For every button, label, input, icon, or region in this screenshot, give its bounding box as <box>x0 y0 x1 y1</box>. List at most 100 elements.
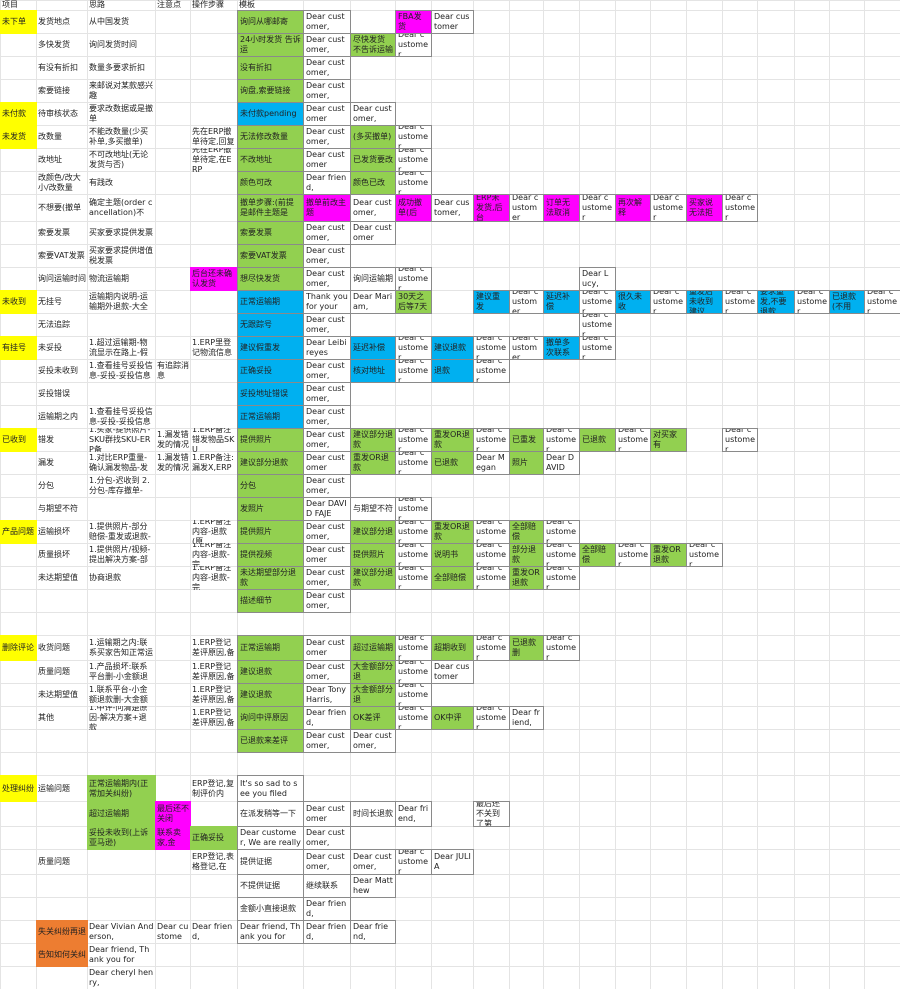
cell: Dear customer <box>473 706 510 730</box>
cell: Dear customer <box>509 336 544 360</box>
cell: 已退款(不用 <box>829 290 865 314</box>
cell: 1.ERP里登记物流信息 <box>192 338 232 357</box>
cell: 1.中评-问清楚原因-解决方案+退款 <box>89 706 148 730</box>
cell: Dear customer <box>686 543 723 567</box>
column-line <box>395 0 396 989</box>
cell: Dear customer <box>395 520 432 544</box>
column-line <box>794 0 795 989</box>
cell: 24小时发货 告诉运 <box>237 33 304 57</box>
cell: 未妥投 <box>38 343 62 352</box>
cell: 妥投地址错误 <box>237 382 304 406</box>
cell: Dear customer <box>395 359 432 383</box>
cell: 颜色可改 <box>237 171 304 195</box>
cell: 尽快发货 不告诉运输 <box>350 33 396 57</box>
cell: Dear friend, <box>303 920 351 944</box>
cell: 建议部分退款 <box>237 451 304 475</box>
cell: Dear customer <box>395 451 432 475</box>
column-header: 操作步骤 <box>192 0 224 9</box>
cell: Dear Megan <box>473 451 510 475</box>
cell: Dear customer, <box>303 313 351 337</box>
cell: 提供照片 <box>237 520 304 544</box>
cell: 有挂号 <box>0 336 37 360</box>
cell: 全部赔偿 <box>431 566 474 590</box>
cell: Dear customer, <box>350 849 396 875</box>
cell: 核对地址 <box>350 359 396 383</box>
cell: 颜色已改 <box>350 171 396 195</box>
cell: Dear customer <box>395 428 432 452</box>
cell: Dear customer, <box>395 660 432 684</box>
cell: Dear customer <box>431 660 474 684</box>
column-line <box>615 0 616 989</box>
cell: 运输问题 <box>38 783 70 793</box>
cell: Dear customer <box>395 706 432 730</box>
row-line <box>0 56 900 57</box>
cell: 分包 <box>38 481 54 490</box>
cell: 确定主题(order cancellation)不 <box>89 198 153 217</box>
cell: 成功撤单(后 <box>395 194 432 222</box>
cell: Dear customer, <box>350 102 396 126</box>
row-line <box>0 897 900 898</box>
cell: Dear customer <box>864 290 900 314</box>
row-line <box>0 826 900 827</box>
column-header: 项目 <box>2 0 18 9</box>
row-line <box>0 405 900 406</box>
cell: 已收到 <box>0 428 37 452</box>
row-line <box>0 775 900 776</box>
row-line <box>0 102 900 103</box>
cell: 继续联系 <box>303 874 351 898</box>
cell: 询问中评原因 <box>237 706 304 730</box>
cell: Dear Mariam, <box>350 290 396 314</box>
cell: Dear customer, <box>303 10 351 34</box>
column-line <box>829 0 830 989</box>
column-line <box>431 0 432 989</box>
cell: Dear customer <box>395 543 432 567</box>
cell: 超过运输期 <box>87 801 156 827</box>
cell: 质量问题 <box>38 667 70 676</box>
cell: 未达期望值 <box>38 573 78 582</box>
cell: 要求重发,不要退款 <box>757 290 795 314</box>
cell: Dear Matthew <box>350 874 396 898</box>
cell: 全部赔偿 <box>579 543 616 567</box>
cell: 1.漏发错发的情况 <box>157 453 189 472</box>
cell: 订单无法取消 <box>543 194 580 222</box>
cell: 退款 <box>431 359 474 383</box>
cell: Dear customer <box>395 148 432 172</box>
cell: 未下单 <box>0 10 37 34</box>
cell: Dear customer, <box>303 589 351 613</box>
column-line <box>722 0 723 989</box>
cell: 不能改数量(少买补单,多买撤单) <box>89 127 149 146</box>
cell: Dear customer <box>615 428 651 452</box>
cell: 撤单前改主题 <box>303 194 351 222</box>
cell: Dear customer <box>303 451 351 475</box>
column-line <box>650 0 651 989</box>
cell: 1.对比ERP重量-确认漏发物品-发 <box>89 453 148 472</box>
cell: 1.ERP登记差评原因,备 <box>192 685 235 704</box>
cell: Dear custome <box>157 922 189 941</box>
cell: Dear customer, <box>303 520 351 544</box>
cell: 物流运输期 <box>89 274 129 283</box>
cell: Dear customer <box>395 849 432 875</box>
column-line <box>0 0 1 989</box>
cell: 没有折扣 <box>237 56 304 80</box>
cell: 30天之后等7天 <box>395 290 432 314</box>
cell: 建议退款 <box>431 336 474 360</box>
cell: 不提供证据 <box>237 874 304 898</box>
row-line <box>0 920 900 921</box>
cell: 想尽快发货 <box>237 267 304 291</box>
cell: 未达期望部分退款 <box>237 566 304 590</box>
cell: Dear customer <box>303 543 351 567</box>
cell: 分包 <box>237 474 304 498</box>
row-line <box>0 148 900 149</box>
cell: ERP未发货,后台 <box>473 194 510 222</box>
cell: 发货地点 <box>38 17 70 26</box>
cell: Dear customer <box>473 336 510 360</box>
cell: 1.提供照片-部分赔偿-重发或退款- <box>89 522 151 541</box>
cell: Dear customer <box>722 428 758 452</box>
cell: Dear customer <box>543 635 580 661</box>
cell: 先在ERP撤单待定,回复 <box>192 127 235 146</box>
cell: 索要VAT发票 <box>38 251 85 260</box>
cell: Dear customer, <box>431 194 474 222</box>
cell: 不可改地址(无论发货与否) <box>89 150 149 169</box>
cell: Dear friend, <box>303 171 351 195</box>
cell: Dear customer, <box>303 267 351 291</box>
